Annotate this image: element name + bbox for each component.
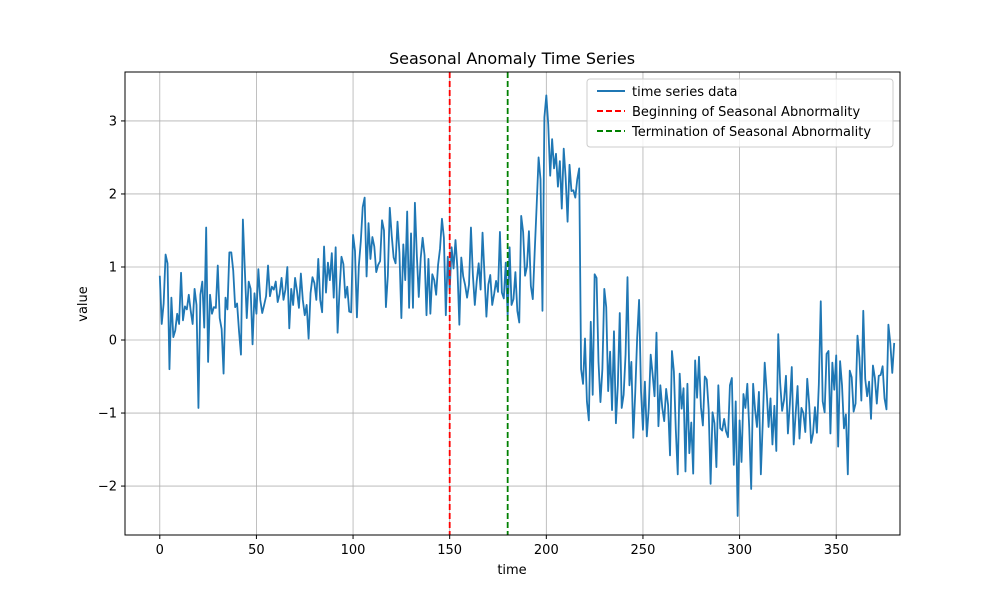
legend-label-beginning: Beginning of Seasonal Abnormality [632, 105, 860, 120]
legend-label-time-series: time series data [632, 85, 737, 100]
x-tick-label: 200 [534, 543, 559, 558]
y-tick-label: 3 [109, 114, 117, 129]
x-tick-label: 0 [156, 543, 164, 558]
chart-title: Seasonal Anomaly Time Series [389, 49, 635, 68]
series-layer [158, 94, 896, 517]
plot-frame [124, 71, 901, 536]
x-tick-label: 50 [248, 543, 265, 558]
y-tick-label: −2 [98, 480, 117, 495]
legend: time series data Beginning of Seasonal A… [586, 78, 894, 148]
y-axis-label: value [76, 286, 91, 322]
x-tick-label: 350 [824, 543, 849, 558]
y-tick-label: −1 [98, 407, 117, 422]
legend-box [586, 78, 894, 148]
x-axis-label: time [497, 563, 526, 578]
legend-label-termination: Termination of Seasonal Abnormality [631, 125, 871, 140]
vertical-lines [448, 72, 509, 535]
y-tick-label: 2 [109, 187, 117, 202]
x-tick-label: 300 [727, 543, 752, 558]
x-tick-label: 150 [437, 543, 462, 558]
y-tick-label: 0 [109, 334, 117, 349]
y-tick-label: 1 [109, 260, 117, 275]
series-line-time-series [158, 94, 896, 517]
axis-ticks: 0 50 100 150 200 250 300 350 −2 −1 0 1 2 3 [98, 114, 849, 558]
x-tick-label: 100 [341, 543, 366, 558]
x-tick-label: 250 [631, 543, 656, 558]
